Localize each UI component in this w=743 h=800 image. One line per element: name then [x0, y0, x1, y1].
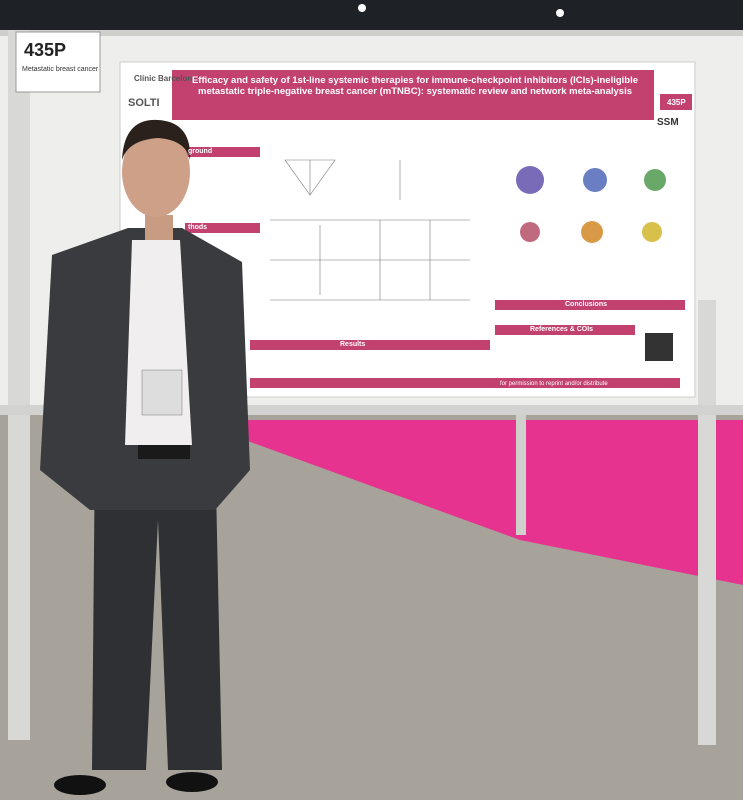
logo: Clínic Barcelona [134, 74, 197, 83]
qr-code [645, 333, 673, 361]
section-bar [250, 340, 490, 350]
board-leg [8, 30, 30, 740]
section-bar [495, 325, 635, 335]
sign-topic: Metastatic breast cancer [22, 66, 99, 73]
poster-footer: for permission to reprint and/or distrib… [500, 381, 608, 387]
sign-code: 435P [24, 40, 67, 60]
pink-carpet [245, 420, 743, 585]
section-heading: ground [188, 148, 213, 155]
person [40, 119, 250, 795]
board-leg [698, 300, 716, 745]
section-heading: thods [188, 224, 208, 231]
radar-charts [516, 166, 666, 243]
logo: SSM [657, 117, 679, 128]
poster-title: Efficacy and safety of 1st-line systemic… [191, 75, 639, 97]
section-bar [185, 147, 260, 157]
board-leg [516, 415, 526, 535]
board-frame [0, 30, 743, 36]
sign [15, 31, 101, 93]
board-frame [0, 405, 743, 415]
section-heading: References & COIs [530, 326, 594, 333]
poster-badge: 435P [667, 98, 686, 107]
footer-bar [250, 378, 680, 388]
light [358, 4, 366, 12]
logo: SOLTI [128, 97, 160, 109]
section-bar [495, 300, 685, 310]
badge-bg [660, 94, 692, 110]
title-banner [172, 70, 654, 120]
section-heading: Conclusions [565, 301, 608, 308]
section-heading: Results [340, 341, 366, 348]
poster-figures [270, 159, 470, 301]
light [556, 9, 564, 17]
section-bar [185, 223, 260, 233]
